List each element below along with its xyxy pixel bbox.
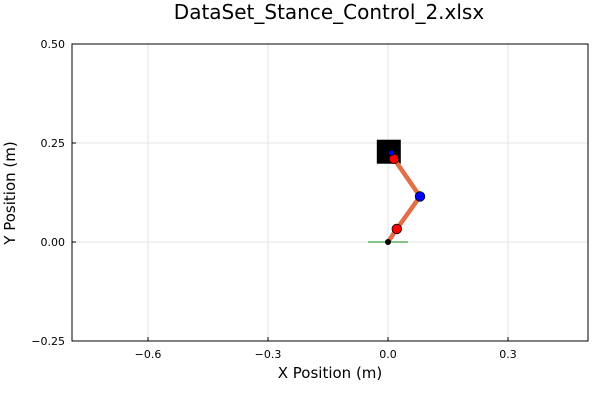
leg-segment — [394, 194, 423, 232]
y-axis-label: Y Position (m) — [1, 141, 19, 245]
y-tick-label: −0.25 — [31, 335, 65, 348]
data-point — [391, 223, 403, 235]
data-point — [388, 149, 395, 156]
chart-title: DataSet_Stance_Control_2.xlsx — [174, 0, 485, 24]
leg-segment — [391, 156, 423, 199]
plot-frame — [71, 43, 589, 342]
y-tick-label: 0.00 — [41, 236, 66, 249]
x-tick-label: 0.3 — [499, 348, 517, 361]
x-tick-label: 0.0 — [379, 348, 397, 361]
x-axis-label: X Position (m) — [278, 364, 383, 382]
y-tick-label: 0.50 — [41, 38, 66, 51]
data-point — [414, 191, 426, 202]
y-tick-label: 0.25 — [41, 137, 66, 150]
x-tick-label: −0.6 — [135, 348, 162, 361]
data-point — [384, 238, 391, 245]
data-point — [388, 153, 400, 165]
x-tick-label: −0.3 — [255, 348, 282, 361]
